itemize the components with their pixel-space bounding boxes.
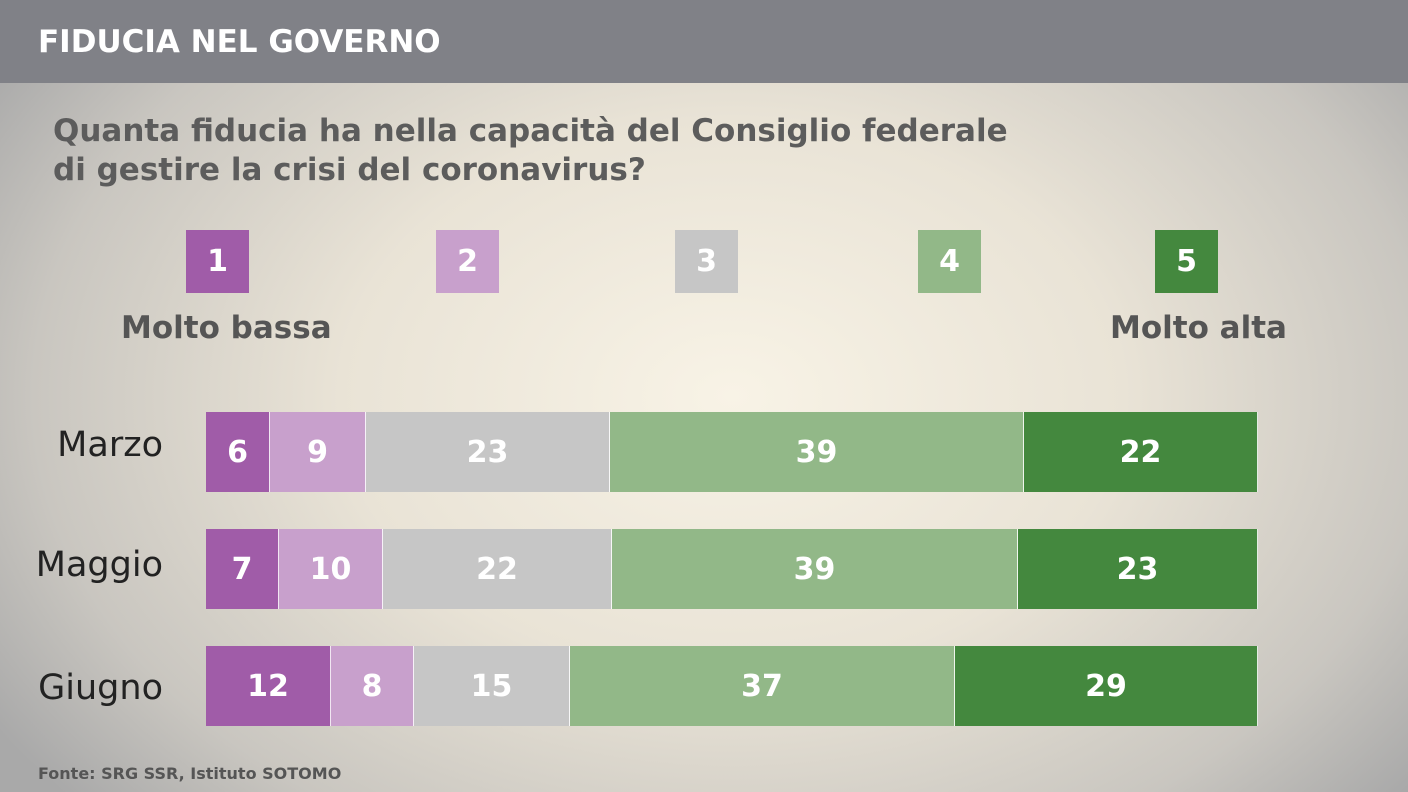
row-label-maggio: Maggio: [35, 545, 163, 585]
bar-giugno-level-4: 37: [570, 646, 955, 726]
source-note: Fonte: SRG SSR, Istituto SOTOMO: [38, 764, 342, 783]
bar-maggio-level-2: 10: [279, 529, 383, 609]
bar-giugno-level-3: 15: [414, 646, 570, 726]
scale-box-2: 2: [436, 230, 499, 293]
bar-maggio-level-5: 23: [1018, 529, 1258, 609]
row-label-marzo: Marzo: [57, 425, 163, 465]
header-title: FIDUCIA NEL GOVERNO: [38, 24, 441, 60]
question-line-1: Quanta fiducia ha nella capacità del Con…: [53, 113, 1008, 149]
bar-giugno-level-5: 29: [955, 646, 1258, 726]
bar-giugno-level-2: 8: [331, 646, 414, 726]
header-bar: FIDUCIA NEL GOVERNO: [0, 0, 1408, 83]
question-line-2: di gestire la crisi del coronavirus?: [53, 152, 646, 188]
bar-maggio-level-3: 22: [383, 529, 612, 609]
scale-high-label: Molto alta: [1110, 310, 1287, 346]
scale-box-5: 5: [1155, 230, 1218, 293]
chart-question: Quanta fiducia ha nella capacità del Con…: [53, 112, 1053, 190]
bar-maggio-level-1: 7: [206, 529, 279, 609]
scale-low-label: Molto bassa: [121, 310, 332, 346]
bar-marzo-level-2: 9: [270, 412, 366, 492]
bar-marzo-level-4: 39: [610, 412, 1024, 492]
bar-maggio-level-4: 39: [612, 529, 1018, 609]
row-label-giugno: Giugno: [38, 668, 163, 708]
bar-marzo-level-5: 22: [1024, 412, 1258, 492]
scale-box-3: 3: [675, 230, 738, 293]
bar-giugno-level-1: 12: [206, 646, 331, 726]
bar-marzo-level-3: 23: [366, 412, 610, 492]
bar-marzo-level-1: 6: [206, 412, 270, 492]
scale-box-4: 4: [918, 230, 981, 293]
scale-box-1: 1: [186, 230, 249, 293]
